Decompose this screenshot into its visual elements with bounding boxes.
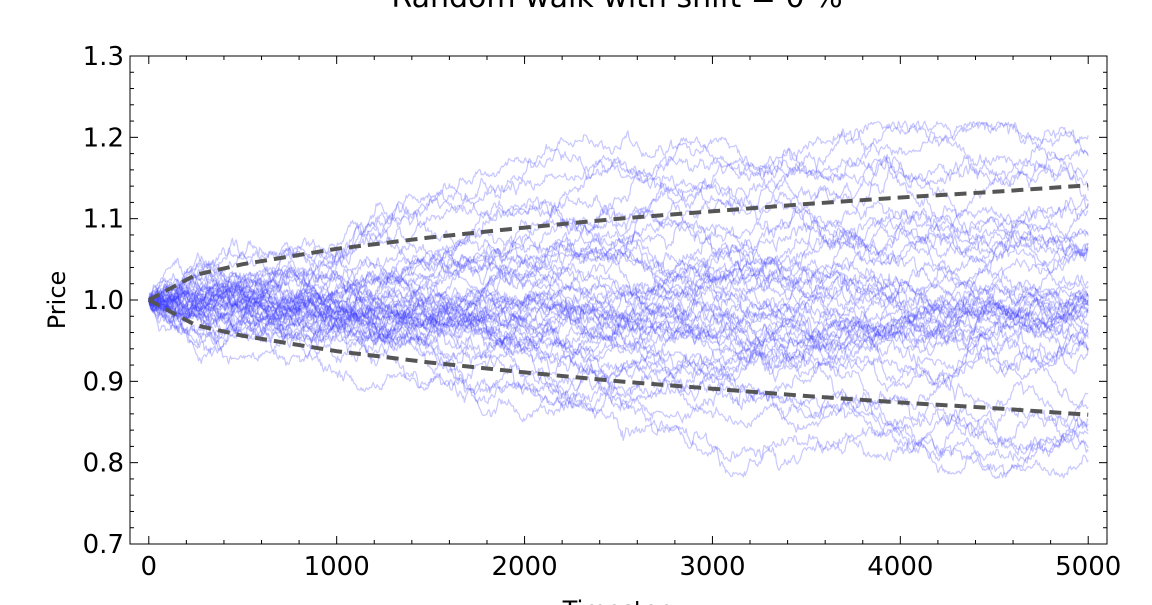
random-walk-line <box>148 249 1089 347</box>
random-walk-series-group <box>148 120 1089 480</box>
random-walk-line <box>148 136 1089 301</box>
random-walk-line <box>148 290 1089 366</box>
x-tick-label: 3000 <box>679 552 745 582</box>
random-walk-line <box>148 226 1089 332</box>
random-walk-line <box>148 275 1089 480</box>
y-axis-label: Price <box>43 271 71 330</box>
random-walk-line <box>148 276 1089 363</box>
y-tick-label: 0.8 <box>83 449 124 479</box>
random-walk-line <box>148 281 1089 350</box>
random-walk-line <box>148 217 1089 349</box>
random-walk-line <box>148 191 1089 330</box>
random-walk-line <box>148 196 1089 346</box>
random-walk-line <box>148 277 1089 363</box>
y-tick-label: 1.2 <box>83 123 124 153</box>
random-walk-line <box>148 299 1089 406</box>
random-walk-line <box>148 282 1089 448</box>
random-walk-line <box>148 257 1089 364</box>
y-axis-tick-labels: 0.7 0.8 0.9 1.0 1.1 1.2 1.3 <box>83 42 124 560</box>
random-walk-line <box>148 276 1089 413</box>
x-axis-label: Timestep <box>562 596 674 605</box>
x-tick-label: 1000 <box>304 552 370 582</box>
random-walk-line <box>148 154 1089 319</box>
y-tick-label: 0.9 <box>83 367 124 397</box>
x-tick-label: 2000 <box>491 552 557 582</box>
random-walk-line <box>148 274 1089 371</box>
y-tick-label: 1.1 <box>83 205 124 235</box>
random-walk-line <box>148 209 1089 336</box>
random-walk-line <box>148 291 1089 391</box>
x-axis-tick-labels: 0 1000 2000 3000 4000 5000 <box>141 552 1122 582</box>
random-walk-line <box>148 260 1089 349</box>
random-walk-line <box>148 289 1089 478</box>
random-walk-line <box>148 197 1089 327</box>
y-tick-label: 1.3 <box>83 42 124 72</box>
random-walk-line <box>148 120 1089 327</box>
random-walk-line <box>148 251 1089 332</box>
x-tick-label: 0 <box>141 552 158 582</box>
random-walk-line <box>148 228 1089 409</box>
random-walk-line <box>148 146 1089 323</box>
y-tick-label: 1.0 <box>83 286 124 316</box>
random-walk-line <box>148 289 1089 367</box>
y-tick-label: 0.7 <box>83 530 124 560</box>
random-walk-line <box>148 259 1089 343</box>
random-walk-line <box>148 288 1089 478</box>
random-walk-line <box>148 180 1089 320</box>
random-walk-line <box>148 274 1089 432</box>
random-walk-line <box>148 244 1089 366</box>
random-walk-line <box>148 299 1089 464</box>
random-walk-line <box>148 121 1089 306</box>
random-walk-line <box>148 243 1089 346</box>
random-walk-line <box>148 267 1089 364</box>
random-walk-line <box>148 284 1089 423</box>
random-walk-line <box>148 155 1089 349</box>
random-walk-line <box>148 212 1089 355</box>
x-tick-label: 4000 <box>867 552 933 582</box>
random-walk-line <box>148 201 1089 313</box>
random-walk-line <box>148 285 1089 453</box>
chart-title: Random walk with shift = 0 % <box>391 0 842 15</box>
axis-ticks <box>130 55 1107 545</box>
random-walk-line <box>148 237 1089 412</box>
random-walk-line <box>148 206 1089 325</box>
random-walk-line <box>148 299 1089 458</box>
x-tick-label: 5000 <box>1055 552 1121 582</box>
random-walk-line <box>148 166 1089 309</box>
random-walk-line <box>148 291 1089 364</box>
random-walk-line <box>148 259 1089 363</box>
random-walk-line <box>148 121 1089 310</box>
random-walk-line <box>148 287 1089 392</box>
random-walk-line <box>148 213 1089 328</box>
